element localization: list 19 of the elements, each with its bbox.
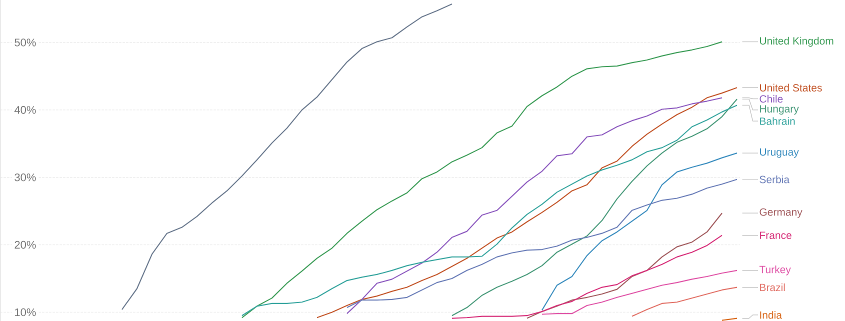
text: Chile: [760, 94, 783, 103]
y-tick-label: 10%: [15, 308, 36, 316]
text: Uruguay: [760, 148, 799, 158]
text: United States: [760, 84, 822, 92]
text: Turkey: [759, 266, 791, 276]
y-tick-label: 50%: [14, 38, 36, 46]
text: Brazil: [760, 283, 785, 292]
text: Serbia: [760, 176, 790, 184]
text: Germany: [760, 208, 802, 218]
text: Hungary: [760, 105, 799, 115]
line-series: [241, 41, 723, 318]
text: France: [760, 232, 792, 240]
y-tick-label: 20%: [14, 240, 36, 249]
y-tick-label: 40%: [14, 106, 36, 114]
y-tick-label: 30%: [14, 173, 36, 182]
text: India: [760, 311, 782, 319]
line-series: [526, 212, 723, 319]
text: United Kingdom: [760, 36, 834, 47]
text: Bahrain: [760, 117, 795, 125]
